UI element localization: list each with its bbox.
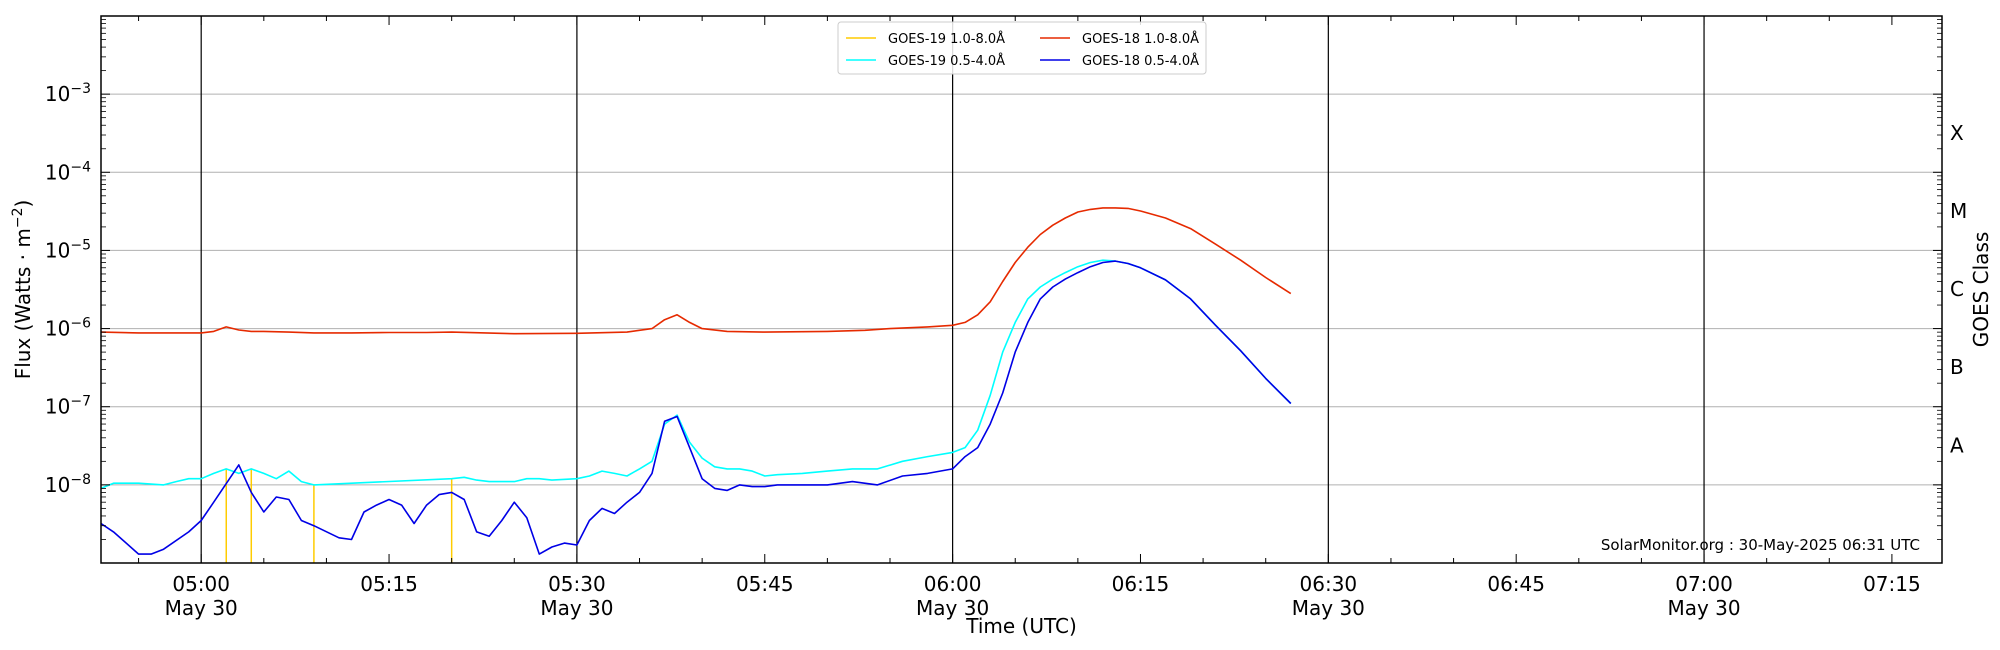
- vertical-lines-layer: [200, 16, 1705, 563]
- goes-class-layer: A B C M X: [1950, 121, 1967, 458]
- x-tick-label: 06:00: [924, 572, 982, 596]
- goes-class-label: X: [1950, 121, 1964, 145]
- y-axis-title-end: ): [11, 200, 35, 208]
- y-tick-label: 10−5: [45, 237, 91, 262]
- y-tick-exp: −7: [70, 394, 91, 410]
- x-tick-date: May 30: [165, 596, 238, 620]
- y-axis-title-exp: −2: [10, 208, 26, 229]
- x-tick-label: 06:30: [1300, 572, 1358, 596]
- plot-frame: [100, 15, 1943, 564]
- x-tick-date: May 30: [540, 596, 613, 620]
- legend-entry: GOES-19 1.0-8.0Å: [888, 31, 1005, 47]
- x-tick-label: 06:45: [1487, 572, 1545, 596]
- y-tick-exp: −4: [70, 159, 91, 175]
- series-layer: [100, 207, 1292, 563]
- y-tick-exp: −6: [70, 316, 91, 332]
- goes-class-label: A: [1950, 433, 1964, 457]
- y-tick-exp: −3: [70, 81, 91, 97]
- y-tick-base: 10: [45, 238, 70, 262]
- legend: GOES-19 1.0-8.0Å GOES-19 0.5-4.0Å GOES-18 …: [837, 21, 1207, 75]
- y-axis-title: Flux (Watts · m−2): [10, 200, 35, 380]
- y-tick-base: 10: [45, 160, 70, 184]
- legend-entry: GOES-18 0.5-4.0Å: [1082, 53, 1199, 69]
- x-tick-label: 05:45: [736, 572, 794, 596]
- y-tick-base: 10: [45, 395, 70, 419]
- legend-box: [837, 21, 1207, 75]
- y-tick-label: 10−3: [45, 81, 91, 106]
- x-tick-label: 07:00: [1675, 572, 1733, 596]
- grid-layer: [101, 15, 1942, 486]
- credit-text: SolarMonitor.org : 30-May-2025 06:31 UTC: [1601, 536, 1920, 554]
- y-tick-exp: −8: [70, 472, 91, 488]
- series-line: [100, 259, 1292, 490]
- y-tick-label: 10−8: [45, 472, 91, 497]
- goes-class-axis-title: GOES Class: [1969, 232, 1993, 348]
- y-tick-base: 10: [45, 317, 70, 341]
- x-tick-date: May 30: [1292, 596, 1365, 620]
- y-tick-label: 10−6: [45, 316, 91, 341]
- legend-entry: GOES-19 0.5-4.0Å: [888, 53, 1005, 69]
- x-axis-title: Time (UTC): [965, 614, 1077, 638]
- y-tick-exp: −5: [70, 237, 91, 253]
- y-tick-label: 10−4: [45, 159, 91, 184]
- x-tick-label: 05:30: [548, 572, 606, 596]
- goes-class-label: M: [1950, 199, 1967, 223]
- goes-class-label: B: [1950, 355, 1964, 379]
- y-axis-title-main: Flux (Watts · m: [11, 228, 35, 379]
- x-tick-label: 07:15: [1863, 572, 1921, 596]
- y-tick-label: 10−7: [45, 394, 91, 419]
- y-tick-base: 10: [45, 82, 70, 106]
- series-line: [100, 207, 1292, 335]
- legend-entry: GOES-18 1.0-8.0Å: [1082, 31, 1199, 47]
- x-tick-label: 05:15: [360, 572, 418, 596]
- series-line: [100, 260, 1292, 555]
- x-tick-label: 06:15: [1112, 572, 1170, 596]
- x-tick-label: 05:00: [172, 572, 230, 596]
- x-tick-date: May 30: [916, 596, 989, 620]
- y-tick-base: 10: [45, 473, 70, 497]
- goes-class-label: C: [1950, 277, 1964, 301]
- x-tick-date: May 30: [1667, 596, 1740, 620]
